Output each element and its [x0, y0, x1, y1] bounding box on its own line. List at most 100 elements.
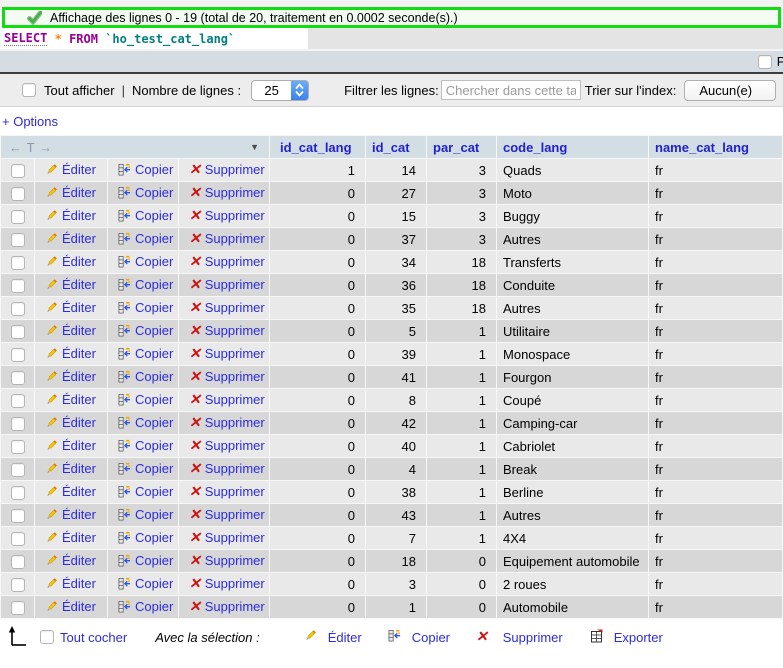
edit-cell[interactable]: Éditer: [35, 366, 107, 388]
column-header-name-cat-lang[interactable]: name_cat_lang: [649, 136, 782, 158]
copy-link[interactable]: Copier: [135, 460, 174, 476]
delete-link[interactable]: Supprimer: [204, 530, 265, 545]
delete-cell[interactable]: ✕ Supprimer: [179, 412, 270, 434]
show-all-checkbox[interactable]: [22, 83, 36, 97]
edit-cell[interactable]: Éditer: [35, 343, 107, 365]
check-all-link[interactable]: Tout cocher: [60, 629, 128, 645]
footer-export[interactable]: Exporter: [589, 629, 663, 646]
copy-cell[interactable]: Copier: [108, 481, 178, 503]
copy-cell[interactable]: Copier: [108, 205, 178, 227]
row-checkbox[interactable]: [10, 600, 25, 615]
column-header-id-cat-lang[interactable]: id_cat_lang: [270, 136, 366, 158]
footer-edit[interactable]: Éditer: [304, 629, 362, 645]
copy-cell[interactable]: Copier: [108, 182, 178, 204]
delete-cell[interactable]: ✕ Supprimer: [179, 343, 270, 365]
column-header-id-cat[interactable]: id_cat: [366, 136, 427, 158]
edit-link[interactable]: Éditer: [62, 391, 96, 407]
copy-cell[interactable]: Copier: [108, 596, 178, 618]
delete-cell[interactable]: ✕ Supprimer: [179, 481, 270, 503]
row-checkbox[interactable]: [10, 508, 25, 523]
delete-cell[interactable]: ✕ Supprimer: [179, 274, 270, 296]
edit-cell[interactable]: Éditer: [35, 435, 107, 457]
delete-link[interactable]: Supprimer: [204, 208, 265, 223]
edit-link[interactable]: Éditer: [62, 529, 96, 545]
edit-link[interactable]: Éditer: [62, 598, 96, 614]
copy-link[interactable]: Copier: [135, 552, 174, 568]
filter-input[interactable]: [440, 80, 581, 100]
copy-link[interactable]: Copier: [135, 368, 174, 384]
copy-cell[interactable]: Copier: [108, 504, 178, 526]
delete-link[interactable]: Supprimer: [204, 185, 265, 200]
row-checkbox[interactable]: [10, 278, 25, 293]
delete-cell[interactable]: ✕ Supprimer: [179, 205, 270, 227]
delete-link[interactable]: Supprimer: [204, 277, 265, 292]
delete-link[interactable]: Supprimer: [204, 553, 265, 568]
footer-edit-link[interactable]: Éditer: [327, 629, 362, 645]
row-checkbox[interactable]: [10, 370, 25, 385]
edit-cell[interactable]: Éditer: [35, 297, 107, 319]
column-header-par-cat[interactable]: par_cat: [427, 136, 497, 158]
row-checkbox[interactable]: [10, 462, 25, 477]
edit-link[interactable]: Éditer: [62, 253, 96, 269]
footer-export-link[interactable]: Exporter: [613, 629, 663, 645]
edit-link[interactable]: Éditer: [62, 460, 96, 476]
copy-cell[interactable]: Copier: [108, 320, 178, 342]
edit-cell[interactable]: Éditer: [35, 159, 107, 181]
delete-link[interactable]: Supprimer: [204, 346, 265, 361]
copy-cell[interactable]: Copier: [108, 297, 178, 319]
copy-link[interactable]: Copier: [135, 161, 174, 177]
copy-link[interactable]: Copier: [135, 276, 174, 292]
copy-cell[interactable]: Copier: [108, 527, 178, 549]
edit-link[interactable]: Éditer: [62, 207, 96, 223]
footer-delete[interactable]: ✕ Supprimer: [476, 629, 563, 645]
delete-link[interactable]: Supprimer: [204, 438, 265, 453]
copy-cell[interactable]: Copier: [108, 412, 178, 434]
edit-cell[interactable]: Éditer: [35, 274, 107, 296]
delete-link[interactable]: Supprimer: [204, 507, 265, 522]
row-checkbox[interactable]: [10, 232, 25, 247]
row-checkbox[interactable]: [10, 439, 25, 454]
delete-cell[interactable]: ✕ Supprimer: [179, 596, 270, 618]
row-checkbox[interactable]: [10, 255, 25, 270]
edit-link[interactable]: Éditer: [62, 322, 96, 338]
delete-cell[interactable]: ✕ Supprimer: [179, 458, 270, 480]
copy-link[interactable]: Copier: [135, 299, 174, 315]
delete-link[interactable]: Supprimer: [204, 162, 265, 177]
row-checkbox[interactable]: [10, 531, 25, 546]
edit-cell[interactable]: Éditer: [35, 527, 107, 549]
delete-link[interactable]: Supprimer: [204, 369, 265, 384]
edit-cell[interactable]: Éditer: [35, 504, 107, 526]
footer-copy-link[interactable]: Copier: [411, 629, 451, 645]
row-checkbox[interactable]: [10, 393, 25, 408]
delete-cell[interactable]: ✕ Supprimer: [179, 228, 270, 250]
edit-cell[interactable]: Éditer: [35, 596, 107, 618]
delete-link[interactable]: Supprimer: [204, 323, 265, 338]
edit-link[interactable]: Éditer: [62, 161, 96, 177]
edit-cell[interactable]: Éditer: [35, 182, 107, 204]
delete-link[interactable]: Supprimer: [204, 461, 265, 476]
delete-link[interactable]: Supprimer: [204, 599, 265, 614]
delete-cell[interactable]: ✕ Supprimer: [179, 251, 270, 273]
edit-link[interactable]: Éditer: [62, 506, 96, 522]
delete-cell[interactable]: ✕ Supprimer: [179, 389, 270, 411]
copy-cell[interactable]: Copier: [108, 343, 178, 365]
edit-cell[interactable]: Éditer: [35, 320, 107, 342]
copy-link[interactable]: Copier: [135, 506, 174, 522]
copy-link[interactable]: Copier: [135, 437, 174, 453]
copy-link[interactable]: Copier: [135, 529, 174, 545]
edit-link[interactable]: Éditer: [62, 230, 96, 246]
edit-link[interactable]: Éditer: [62, 345, 96, 361]
copy-cell[interactable]: Copier: [108, 458, 178, 480]
delete-cell[interactable]: ✕ Supprimer: [179, 366, 270, 388]
delete-link[interactable]: Supprimer: [204, 576, 265, 591]
edit-link[interactable]: Éditer: [62, 276, 96, 292]
copy-cell[interactable]: Copier: [108, 435, 178, 457]
delete-cell[interactable]: ✕ Supprimer: [179, 320, 270, 342]
copy-link[interactable]: Copier: [135, 253, 174, 269]
edit-link[interactable]: Éditer: [62, 483, 96, 499]
row-checkbox[interactable]: [10, 554, 25, 569]
sql-keyword-select[interactable]: SELECT: [4, 31, 48, 46]
copy-cell[interactable]: Copier: [108, 573, 178, 595]
edit-cell[interactable]: Éditer: [35, 228, 107, 250]
sort-index-select[interactable]: Aucun(e): [684, 79, 777, 101]
